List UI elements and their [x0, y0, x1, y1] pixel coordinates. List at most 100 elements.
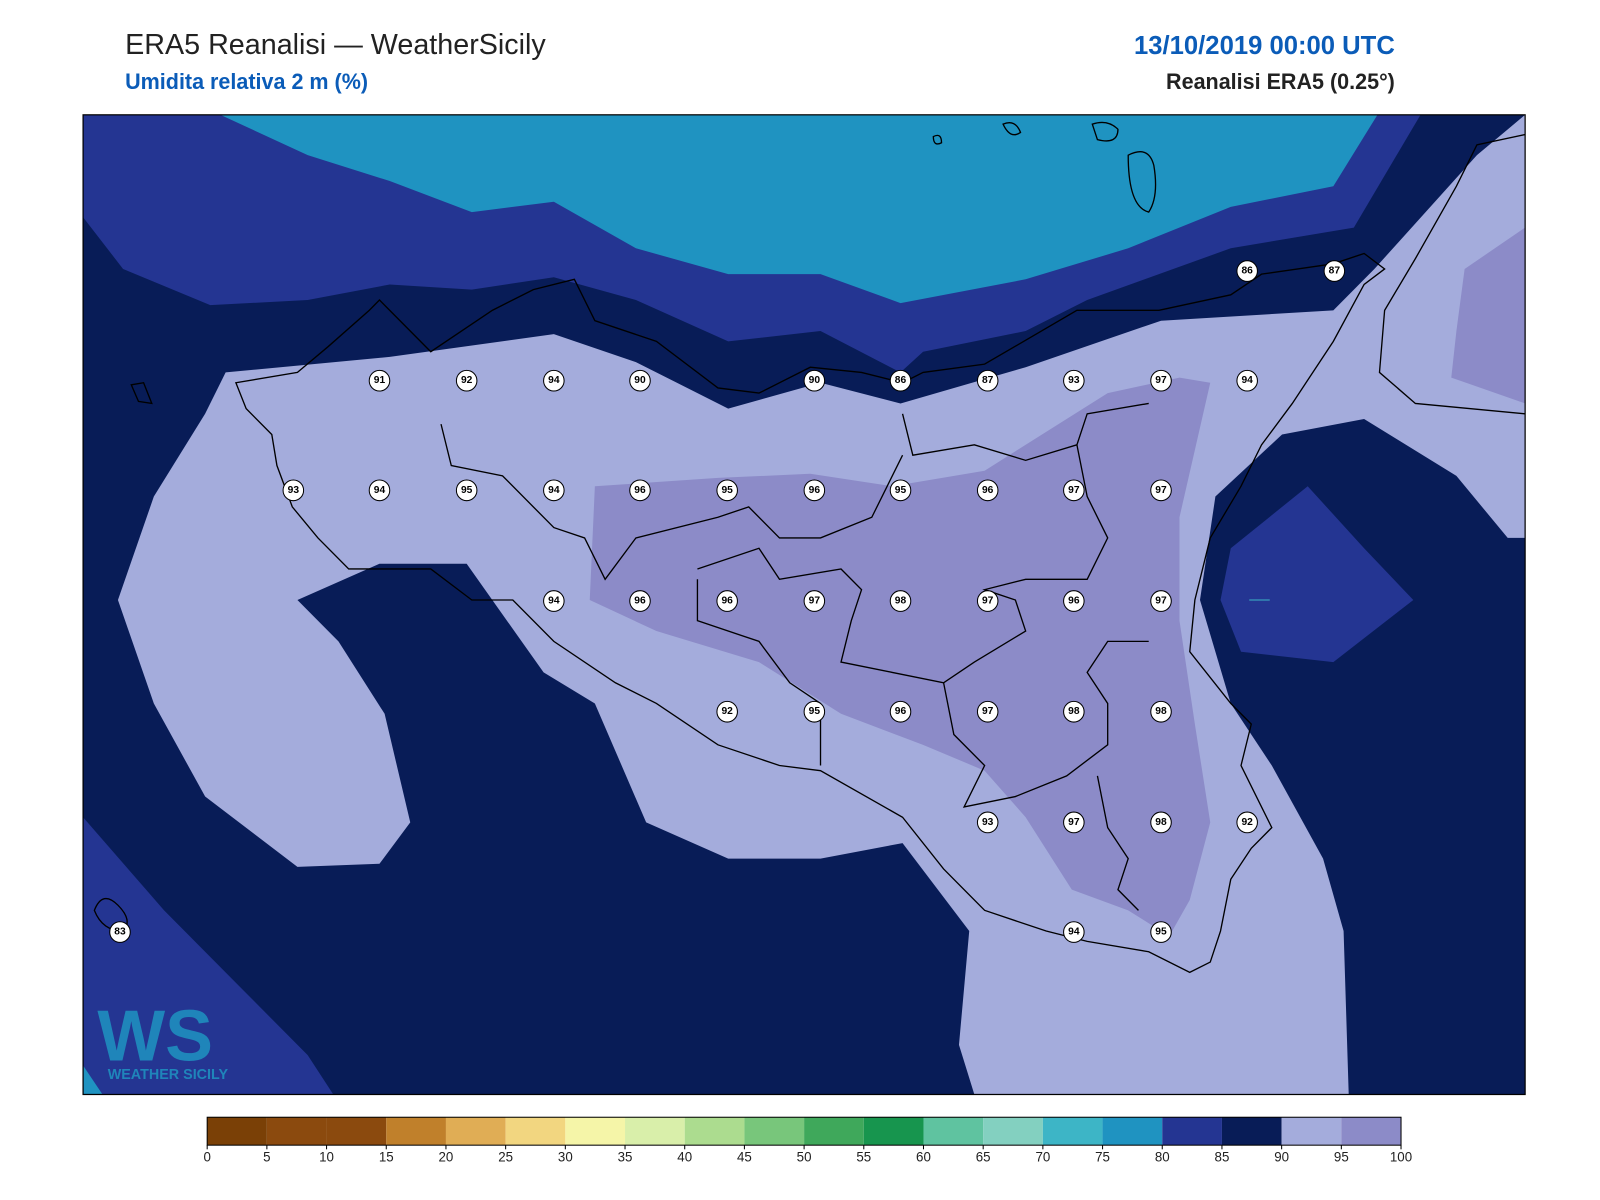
station: 94: [1063, 921, 1085, 943]
colorbar-tick-label: 0: [203, 1150, 210, 1165]
subtitle: Umidita relativa 2 m (%): [125, 69, 368, 94]
station-value: 97: [1068, 485, 1080, 496]
colorbar-tick-label: 85: [1215, 1150, 1230, 1165]
station: 96: [889, 700, 912, 723]
station: 87: [1323, 260, 1346, 282]
station-marker: [889, 479, 912, 502]
station-marker: [629, 590, 651, 612]
colorbar-tick-label: 75: [1095, 1150, 1110, 1165]
station: 95: [716, 479, 738, 502]
colorbar-segment: [1162, 1117, 1222, 1146]
station: 90: [629, 369, 651, 392]
station-marker: [1236, 811, 1258, 834]
station-marker: [368, 369, 391, 392]
station: 94: [1236, 369, 1258, 392]
station-value: 95: [461, 485, 473, 496]
station-value: 97: [1155, 485, 1167, 496]
station-value: 87: [1329, 266, 1341, 277]
station: 93: [976, 811, 999, 834]
station: 95: [1150, 921, 1172, 943]
station: 97: [803, 590, 826, 612]
station-value: 90: [634, 375, 646, 386]
station: 97: [1150, 590, 1172, 612]
field-75-80: [220, 114, 1378, 304]
field-80-85: [83, 817, 334, 1095]
station: 92: [1236, 811, 1258, 834]
station-marker: [629, 369, 651, 392]
station-value: 94: [548, 485, 560, 496]
station: 97: [1063, 811, 1085, 834]
station: 91: [368, 369, 391, 392]
field-80-85: [1220, 486, 1414, 663]
colorbar-tick-label: 70: [1035, 1150, 1050, 1165]
station-marker: [889, 590, 912, 612]
colorbar-tick-label: 40: [677, 1150, 692, 1165]
station-value: 96: [895, 706, 907, 717]
station-value: 86: [1241, 266, 1253, 277]
colorbar-tick-label: 55: [856, 1150, 871, 1165]
station: 83: [109, 921, 131, 943]
station-value: 94: [1241, 375, 1253, 386]
colorbar-segment: [863, 1117, 924, 1146]
colorbar-tick-label: 50: [797, 1150, 812, 1165]
station: 98: [1150, 700, 1172, 723]
station-marker: [1063, 700, 1085, 723]
colorbar-tick-label: 100: [1390, 1150, 1412, 1165]
station-marker: [716, 590, 738, 612]
station-value: 98: [1155, 706, 1167, 717]
station-value: 95: [721, 485, 733, 496]
field-95-100: [589, 377, 1211, 937]
station-marker: [543, 479, 565, 502]
colorbar-segment: [565, 1117, 626, 1146]
station-marker: [716, 700, 738, 723]
colorbar-tick-label: 95: [1334, 1150, 1349, 1165]
colorbar-segment: [386, 1117, 446, 1146]
date: 13/10/2019 00:00 UTC: [1134, 32, 1395, 60]
station: 86: [889, 369, 912, 392]
station-marker: [109, 921, 131, 943]
station-marker: [1236, 369, 1258, 392]
station-marker: [1236, 260, 1258, 282]
colorbar-segment: [625, 1117, 685, 1146]
station-marker: [1063, 369, 1085, 392]
station: 96: [803, 479, 826, 502]
station-value: 96: [634, 485, 646, 496]
station-marker: [1150, 700, 1172, 723]
station-value: 93: [288, 485, 300, 496]
station-marker: [1063, 479, 1085, 502]
station: 98: [1150, 811, 1172, 834]
station: 94: [543, 590, 565, 612]
station: 97: [1063, 479, 1085, 502]
colorbar-segment: [684, 1117, 745, 1146]
stations: 91 92 94 90 90 86 87 93 97 94 86 87 93 94 95 94 96 95 96 95…: [109, 260, 1346, 943]
station-marker: [1150, 811, 1172, 834]
station: 92: [716, 700, 738, 723]
colorbar-segment: [1102, 1117, 1163, 1146]
station-value: 96: [634, 596, 646, 607]
field-75-80: [83, 1065, 103, 1095]
colorbar-tick-label: 15: [379, 1150, 394, 1165]
station-marker: [455, 369, 478, 392]
station-value: 97: [1068, 817, 1080, 828]
station-value: 96: [1068, 596, 1080, 607]
logo: WS WEATHER SICILY: [97, 996, 228, 1083]
station-marker: [716, 479, 738, 502]
station-marker: [976, 369, 999, 392]
station-marker: [1323, 260, 1346, 282]
station-marker: [1150, 369, 1172, 392]
colorbar-tick-label: 65: [976, 1150, 991, 1165]
station-marker: [976, 590, 999, 612]
colorbar-tick-label: 45: [737, 1150, 752, 1165]
station-value: 94: [548, 596, 560, 607]
station: 96: [629, 479, 651, 502]
station-value: 94: [374, 485, 386, 496]
colorbar-tick-label: 10: [319, 1150, 334, 1165]
colorbar-segment: [983, 1117, 1043, 1146]
station-marker: [543, 369, 565, 392]
colorbar-segment: [744, 1117, 805, 1146]
colorbar-segment: [804, 1117, 864, 1146]
station: 90: [803, 369, 826, 392]
station-marker: [803, 590, 826, 612]
station: 96: [716, 590, 738, 612]
